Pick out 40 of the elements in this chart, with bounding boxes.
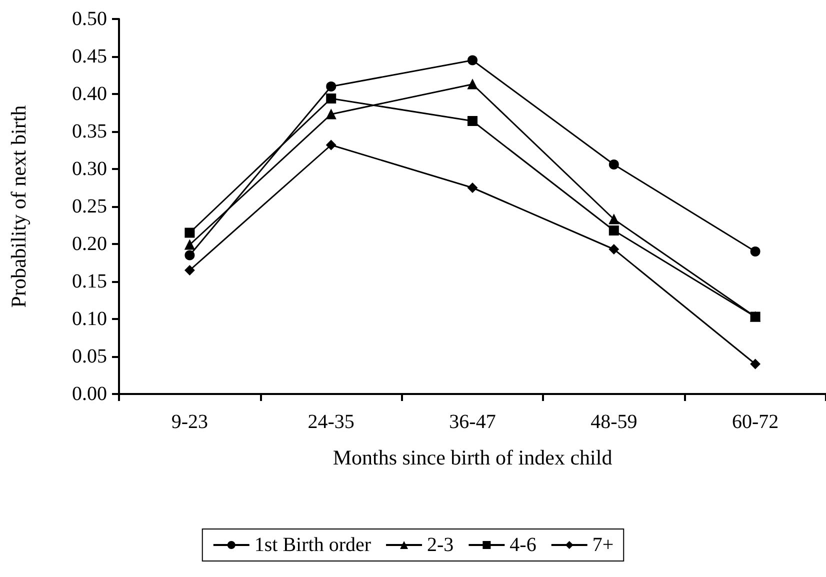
y-tick-label: 0.40 — [72, 83, 107, 105]
y-axis-title: Probability of next birth — [6, 104, 30, 308]
point — [468, 55, 478, 66]
y-tick-label: 0.45 — [72, 46, 107, 68]
y-tick-label: 0.00 — [72, 383, 107, 405]
point — [184, 240, 195, 250]
point — [184, 250, 195, 260]
point — [750, 359, 760, 369]
y-tick-label: 0.50 — [72, 8, 107, 30]
point — [608, 244, 619, 254]
point — [750, 246, 760, 256]
y-tick-label: 0.25 — [72, 196, 107, 218]
point — [184, 228, 195, 238]
point — [608, 160, 619, 170]
legend-label: 4-6 — [510, 534, 536, 556]
y-tick-label: 0.05 — [72, 346, 107, 368]
point — [468, 79, 478, 90]
point — [608, 214, 619, 224]
point — [608, 226, 619, 236]
x-tick-label: 36-47 — [449, 411, 496, 433]
legend-label: 1st Birth order — [254, 534, 372, 556]
point — [326, 82, 336, 92]
x-axis-title: Months since birth of index child — [332, 446, 613, 470]
point — [184, 265, 195, 276]
point — [468, 116, 478, 126]
point — [326, 140, 336, 150]
legend-label: 7+ — [592, 534, 614, 556]
point — [326, 94, 336, 104]
y-tick-label: 0.20 — [72, 233, 107, 255]
y-tick-label: 0.10 — [72, 308, 107, 330]
point — [468, 182, 478, 193]
y-tick-label: 0.30 — [72, 158, 107, 180]
x-tick-label: 9-23 — [171, 411, 208, 433]
legend-label: 2-3 — [427, 534, 454, 556]
x-tick-label: 48-59 — [590, 411, 638, 433]
point — [326, 109, 336, 120]
y-tick-label: 0.35 — [72, 120, 107, 142]
x-tick-label: 24-35 — [308, 411, 354, 433]
y-tick-label: 0.15 — [72, 270, 107, 292]
x-tick-label: 60-72 — [732, 411, 779, 433]
